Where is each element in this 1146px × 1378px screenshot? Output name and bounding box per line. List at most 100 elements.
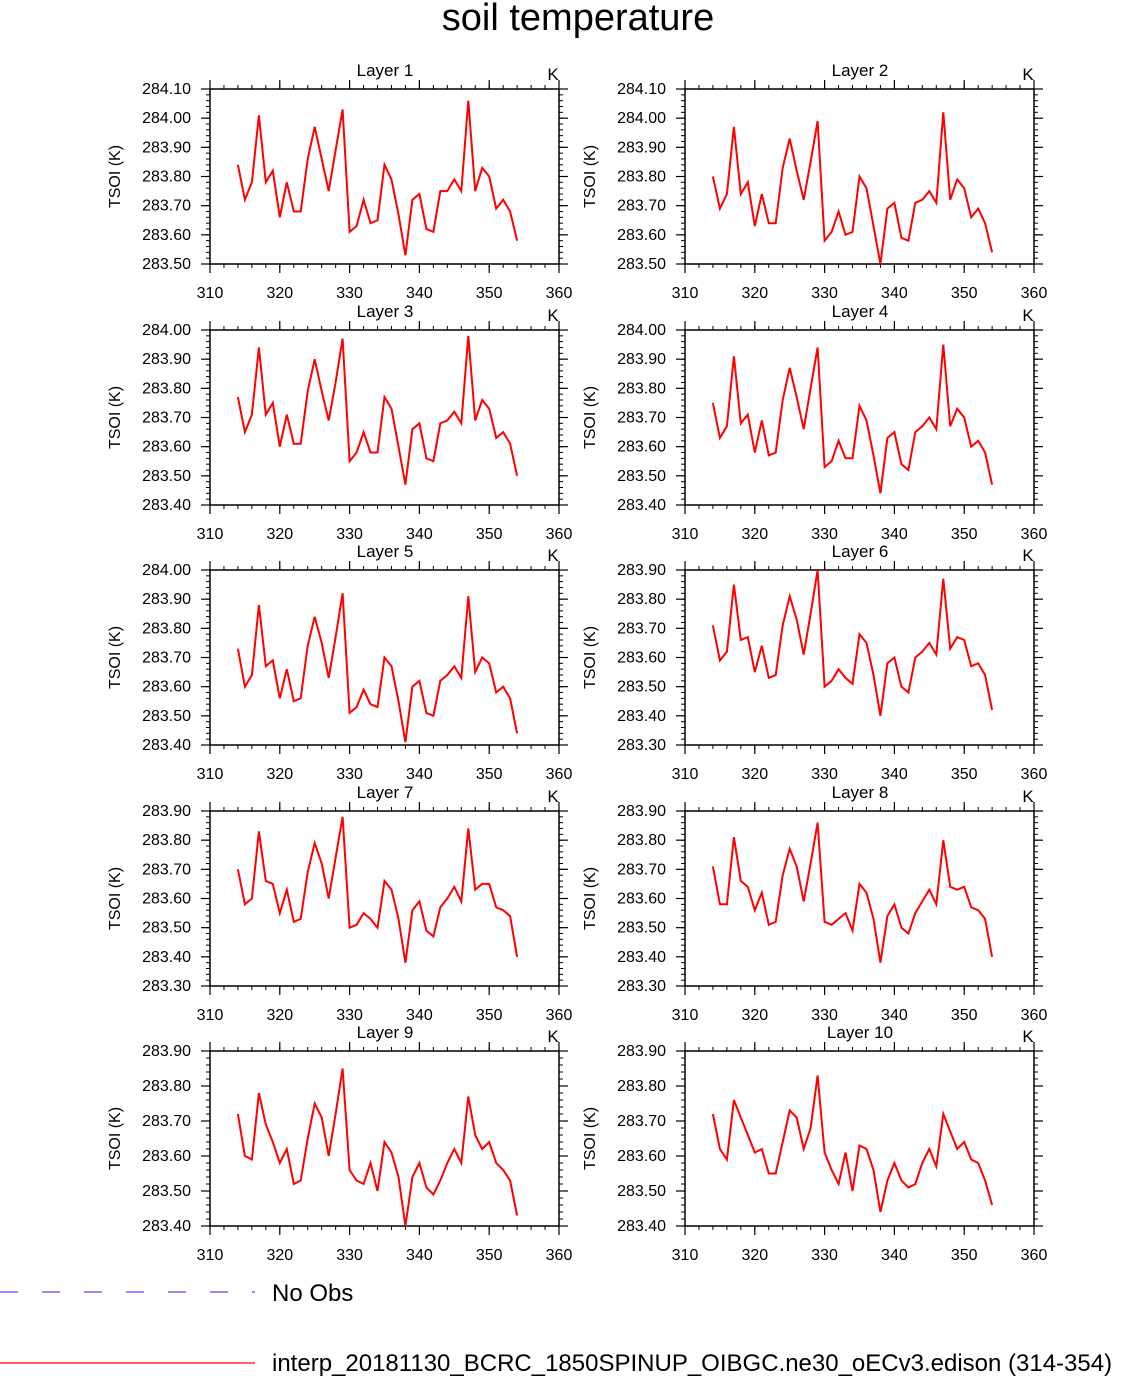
plot-frame	[209, 810, 560, 987]
x-tick-label: 360	[1021, 285, 1048, 302]
y-tick-label: 283.30	[617, 737, 666, 754]
y-tick-label: 283.80	[617, 591, 666, 608]
page-title: soil temperature	[442, 0, 714, 39]
y-tick-label: 283.50	[142, 1183, 191, 1200]
x-tick-label: 340	[406, 1247, 433, 1264]
y-axis-label: TSOI (K)	[107, 386, 124, 449]
y-tick-label: 284.00	[617, 322, 666, 339]
x-tick-label: 320	[741, 285, 768, 302]
y-axis-label: TSOI (K)	[582, 867, 599, 930]
panel-layer-4: 310 320 330 340 350 360 283.40 283.50 283.60 283.…	[582, 302, 1047, 543]
y-tick-label: 284.10	[617, 81, 666, 98]
panel-layer-2: 310 320 330 340 350 360 283.50 283.60 283.70 283.…	[582, 61, 1047, 302]
panel-units: K	[1022, 65, 1034, 84]
y-axis-label: TSOI (K)	[582, 145, 599, 208]
y-tick-label: 284.00	[617, 110, 666, 127]
x-tick-label: 340	[406, 1007, 433, 1024]
y-tick-label: 283.90	[617, 803, 666, 820]
x-tick-label: 340	[406, 526, 433, 543]
series-line	[711, 344, 994, 494]
y-tick-label: 283.70	[617, 410, 666, 427]
panel-units: K	[1022, 546, 1034, 565]
y-axis-label: TSOI (K)	[582, 386, 599, 449]
x-tick-label: 340	[881, 1247, 908, 1264]
x-tick-label: 320	[266, 526, 293, 543]
y-tick-label: 283.30	[617, 978, 666, 995]
panel-title: Layer 7	[357, 783, 414, 802]
x-tick-label: 310	[672, 285, 699, 302]
y-axis-label: TSOI (K)	[582, 626, 599, 689]
y-tick-label: 283.60	[617, 650, 666, 667]
panel-units: K	[547, 546, 559, 565]
x-tick-label: 320	[741, 1247, 768, 1264]
y-tick-label: 283.70	[617, 1113, 666, 1130]
y-tick-label: 283.80	[142, 620, 191, 637]
panel-units: K	[547, 1027, 559, 1046]
panels-group: 310 320 330 340 350 360 283.50 283.60 283.70 283.…	[107, 61, 1047, 1264]
y-tick-label: 283.80	[617, 832, 666, 849]
legend: No Obs interp_20181130_BCRC_1850SPINUP_O…	[0, 1280, 1112, 1377]
x-tick-label: 330	[336, 766, 363, 783]
x-tick-label: 330	[336, 285, 363, 302]
panel-title: Layer 4	[832, 302, 889, 321]
y-axis-label: TSOI (K)	[107, 626, 124, 689]
y-tick-label: 283.90	[617, 351, 666, 368]
y-tick-label: 283.40	[142, 497, 191, 514]
y-tick-label: 283.40	[142, 737, 191, 754]
y-tick-label: 283.50	[142, 468, 191, 485]
panel-layer-3: 310 320 330 340 350 360 283.40 283.50 283.60 283.…	[107, 302, 572, 543]
x-tick-label: 330	[336, 1007, 363, 1024]
x-tick-label: 320	[741, 526, 768, 543]
x-tick-label: 320	[741, 1007, 768, 1024]
y-tick-label: 283.80	[142, 169, 191, 186]
panel-title: Layer 1	[357, 61, 414, 80]
x-tick-label: 360	[1021, 1247, 1048, 1264]
y-tick-label: 283.60	[142, 679, 191, 696]
panel-units: K	[547, 787, 559, 806]
plot-frame	[209, 329, 560, 506]
y-tick-label: 283.80	[617, 380, 666, 397]
x-tick-label: 320	[266, 766, 293, 783]
x-tick-label: 350	[476, 1007, 503, 1024]
x-tick-label: 310	[672, 1007, 699, 1024]
x-tick-label: 310	[197, 1007, 224, 1024]
series-line	[711, 569, 994, 716]
x-tick-label: 310	[197, 526, 224, 543]
y-tick-label: 283.30	[142, 978, 191, 995]
y-tick-label: 283.50	[142, 920, 191, 937]
y-tick-label: 283.50	[142, 708, 191, 725]
y-tick-label: 283.40	[617, 708, 666, 725]
panel-layer-8: 310 320 330 340 350 360 283.30 283.40 283.50 283.…	[582, 783, 1047, 1024]
panel-units: K	[1022, 787, 1034, 806]
y-tick-label: 283.50	[617, 468, 666, 485]
panel-layer-6: 310 320 330 340 350 360 283.30 283.40 283.50 283.…	[582, 542, 1047, 783]
x-tick-label: 320	[266, 1247, 293, 1264]
x-tick-label: 310	[672, 526, 699, 543]
y-tick-label: 283.60	[142, 227, 191, 244]
plot-frame	[684, 329, 1035, 506]
y-tick-label: 283.60	[617, 227, 666, 244]
y-tick-label: 283.90	[142, 1043, 191, 1060]
y-tick-label: 283.60	[142, 439, 191, 456]
y-tick-label: 283.80	[142, 1078, 191, 1095]
y-axis-label: TSOI (K)	[107, 867, 124, 930]
y-tick-label: 283.60	[617, 1148, 666, 1165]
y-tick-label: 284.00	[142, 110, 191, 127]
y-tick-label: 283.90	[142, 351, 191, 368]
panel-layer-1: 310 320 330 340 350 360 283.50 283.60 283.70 283.…	[107, 61, 572, 302]
x-tick-label: 350	[951, 766, 978, 783]
y-tick-label: 283.90	[617, 1043, 666, 1060]
series-line	[711, 822, 994, 963]
x-tick-label: 310	[197, 285, 224, 302]
y-axis-label: TSOI (K)	[582, 1107, 599, 1170]
x-tick-label: 330	[336, 1247, 363, 1264]
y-tick-label: 283.50	[617, 920, 666, 937]
y-axis-label: TSOI (K)	[107, 1107, 124, 1170]
x-tick-label: 330	[811, 766, 838, 783]
x-tick-label: 350	[476, 1247, 503, 1264]
plot-frame	[209, 1050, 560, 1227]
y-tick-label: 283.40	[142, 949, 191, 966]
x-tick-label: 350	[476, 285, 503, 302]
panel-units: K	[1022, 1027, 1034, 1046]
x-tick-label: 340	[881, 766, 908, 783]
